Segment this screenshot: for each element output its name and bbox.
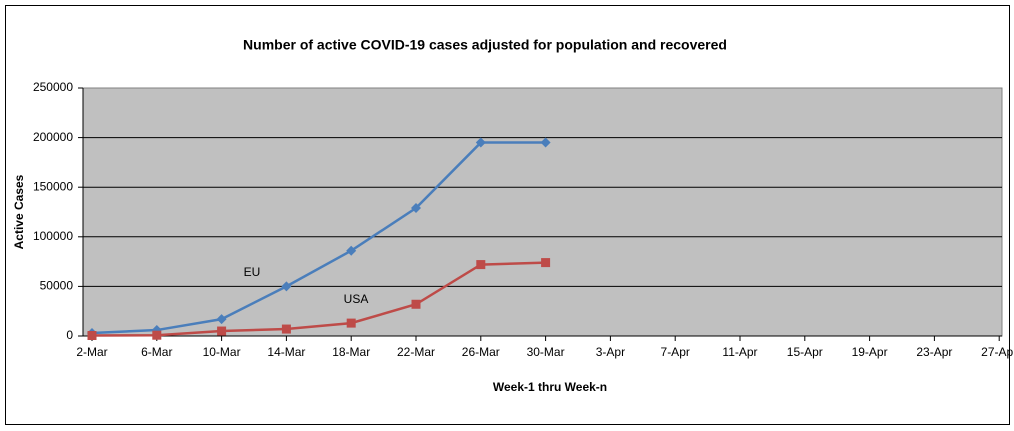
series-label: USA	[344, 292, 369, 306]
x-tick-label: 27-Apr	[981, 345, 1014, 359]
data-point	[281, 281, 292, 292]
x-tick-label: 3-Apr	[596, 345, 625, 359]
x-tick-label: 6-Mar	[141, 345, 172, 359]
x-tick-label: 11-Apr	[722, 345, 757, 359]
x-tick-label: 10-Mar	[203, 345, 241, 359]
y-tick-label: 250000	[33, 80, 73, 94]
x-axis-title: Week-1 thru Week-n	[493, 380, 607, 394]
y-tick-label: 50000	[40, 279, 74, 293]
series-line	[91, 141, 546, 335]
x-tick-label: 15-Apr	[787, 345, 823, 359]
x-tick-label: 23-Apr	[916, 345, 952, 359]
x-tick-label: 22-Mar	[397, 345, 435, 359]
y-axis-title: Active Cases	[12, 174, 26, 249]
x-tick-label: 14-Mar	[267, 345, 305, 359]
data-point	[281, 324, 291, 334]
data-point	[152, 330, 162, 340]
chart-title: Number of active COVID-19 cases adjusted…	[243, 37, 727, 53]
plot-area	[82, 87, 1003, 337]
data-point	[540, 137, 551, 148]
data-point	[217, 326, 227, 336]
data-point	[216, 314, 227, 325]
x-tick-label: 7-Apr	[661, 345, 690, 359]
data-point	[87, 331, 97, 341]
data-point	[541, 258, 551, 268]
data-point	[346, 245, 357, 256]
series-label: EU	[244, 265, 261, 279]
y-tick-label: 200000	[33, 130, 73, 144]
data-point	[411, 299, 421, 309]
x-tick-label: 19-Apr	[852, 345, 888, 359]
data-point	[475, 137, 486, 148]
data-point	[411, 203, 421, 214]
x-tick-label: 30-Mar	[527, 345, 565, 359]
x-tick-label: 18-Mar	[332, 345, 370, 359]
data-point	[346, 318, 356, 328]
y-tick-label: 100000	[33, 229, 73, 243]
y-tick-label: 0	[66, 328, 73, 342]
x-tick-label: 2-Mar	[76, 345, 107, 359]
data-point	[476, 260, 486, 270]
y-tick-label: 150000	[33, 179, 73, 193]
series-line	[91, 261, 546, 337]
x-tick-label: 26-Mar	[462, 345, 500, 359]
